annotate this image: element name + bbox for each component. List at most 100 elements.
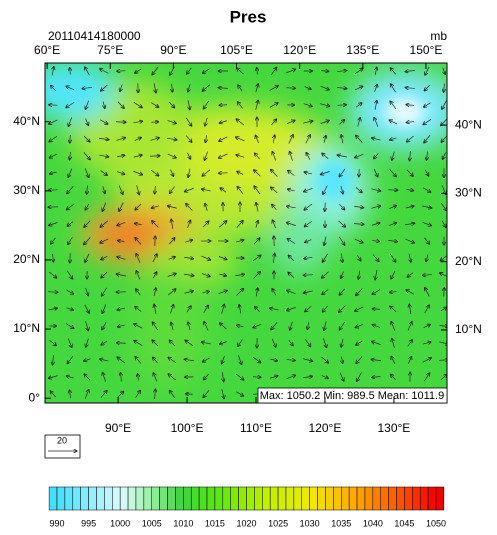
wind-arrow [372, 325, 380, 328]
wind-arrow [50, 391, 57, 398]
wind-arrow [269, 103, 278, 108]
wind-arrow [322, 153, 329, 160]
wind-arrow [203, 305, 209, 313]
wind-arrow [272, 220, 276, 229]
wind-arrow [221, 304, 225, 314]
wind-arrow [253, 272, 260, 279]
wind-arrow [422, 187, 431, 192]
wind-arrow [153, 357, 158, 364]
wind-arrow [272, 289, 277, 296]
wind-arrow [184, 274, 194, 276]
colorbar-box [214, 486, 224, 511]
wind-arrow [66, 289, 73, 294]
colorbar-box [341, 486, 350, 511]
wind-arrow [187, 220, 190, 228]
colorbar-box [333, 486, 342, 511]
wind-arrow [390, 84, 396, 93]
colorbar-box [72, 486, 81, 511]
wind-arrow [117, 325, 125, 327]
wind-arrow [406, 190, 413, 191]
wind-arrow [422, 342, 431, 344]
wind-arrow [201, 342, 211, 344]
colorbar-box [435, 486, 445, 511]
wind-arrow [185, 135, 192, 143]
top-tick-label: 135°E [346, 43, 379, 57]
wind-arrow [238, 85, 243, 92]
wind-arrow [405, 88, 415, 89]
colorbar-box [277, 486, 287, 511]
wind-arrow [341, 356, 342, 363]
wind-arrow [49, 222, 58, 225]
wind-arrow [374, 84, 378, 92]
wind-arrow [117, 71, 126, 72]
wind-arrow [133, 155, 142, 157]
wind-arrow [337, 70, 347, 71]
wind-arrow [358, 118, 360, 127]
wind-arrow [422, 222, 431, 225]
wind-arrow [236, 391, 243, 396]
wind-arrow [236, 289, 243, 296]
x-tick-label: 100°E [171, 421, 204, 435]
wind-arrow [339, 321, 346, 330]
colorbar-box [112, 486, 121, 511]
wind-arrow [99, 119, 108, 124]
colorbar-box [380, 486, 389, 511]
wind-arrow [134, 340, 143, 346]
wind-arrow [305, 240, 312, 243]
wind-arrow [339, 288, 346, 295]
wind-arrow [170, 169, 173, 177]
wind-arrow [203, 390, 210, 397]
reference-vector-label: 20 [57, 435, 67, 445]
wind-arrow [256, 220, 258, 228]
wind-arrow [304, 203, 313, 210]
wind-arrow [167, 274, 177, 277]
colorbar-box [80, 486, 89, 511]
wind-arrow [168, 374, 177, 381]
colorbar-box [127, 486, 137, 511]
wind-arrow [321, 376, 329, 379]
wind-arrow [186, 306, 191, 313]
wind-arrow [202, 291, 210, 292]
wind-arrow [66, 203, 74, 209]
wind-arrow [101, 84, 108, 91]
wind-arrow [390, 68, 396, 75]
wind-arrow [441, 118, 447, 125]
colorbar-box [285, 486, 295, 511]
colorbar-box [175, 486, 184, 511]
wind-arrow [102, 304, 107, 313]
colorbar-box [119, 486, 129, 511]
colorbar-box [412, 486, 421, 511]
wind-arrow [236, 240, 244, 242]
colorbar-box [348, 486, 358, 511]
colorbar-box [230, 486, 239, 511]
wind-arrow [49, 271, 57, 278]
wind-arrow [237, 186, 244, 194]
wind-arrow [167, 206, 177, 209]
wind-arrow [341, 253, 342, 262]
wind-arrow [219, 323, 227, 330]
wind-arrow [52, 67, 54, 76]
wind-arrow [424, 134, 431, 143]
wind-arrow [391, 356, 396, 364]
wind-arrow [354, 224, 364, 225]
colorbar-box [427, 486, 437, 511]
colorbar-box [388, 486, 397, 511]
colorbar-box [56, 486, 66, 511]
wind-arrow [323, 185, 328, 195]
colorbar-label: 1045 [394, 518, 414, 528]
wind-arrow [118, 241, 125, 242]
wind-arrow [155, 185, 156, 194]
wind-arrow [286, 222, 296, 226]
wind-arrow [304, 172, 312, 174]
wind-arrow [188, 83, 190, 92]
wind-arrow [256, 84, 258, 93]
wind-arrow [84, 168, 89, 177]
wind-arrow [84, 389, 89, 399]
wind-arrow [410, 150, 411, 161]
wind-arrow [169, 340, 175, 347]
wind-arrow [239, 305, 241, 314]
wind-arrow [85, 253, 90, 263]
wind-arrow [339, 168, 346, 177]
wind-arrow [67, 338, 72, 347]
wind-arrow [303, 358, 313, 362]
